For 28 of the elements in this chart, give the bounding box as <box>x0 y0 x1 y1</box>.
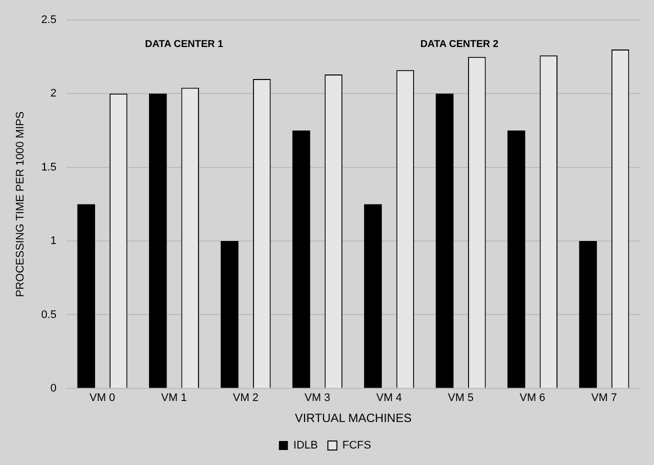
y-tick-label: 0.5 <box>41 308 56 321</box>
x-tick-label: VM 3 <box>304 392 330 404</box>
x-tick-label: VM 0 <box>89 392 116 404</box>
bar <box>149 94 167 388</box>
x-axis-title: VIRTUAL MACHINES <box>294 411 412 426</box>
legend-label: FCFS <box>342 440 372 452</box>
bar <box>436 94 454 388</box>
annotation: DATA CENTER 1 <box>145 38 224 50</box>
bar <box>579 241 597 388</box>
x-tick-label: VM 2 <box>232 392 259 404</box>
y-tick-label: 2.5 <box>41 14 56 26</box>
y-tick-label: 0 <box>50 382 56 394</box>
y-tick-label: 1 <box>50 235 56 248</box>
bar <box>292 130 310 388</box>
bar <box>220 241 238 388</box>
bar <box>77 204 96 388</box>
bar <box>364 204 382 388</box>
x-tick-label: VM 6 <box>520 392 546 404</box>
x-tick-label: VM 5 <box>448 392 474 404</box>
x-tick-label: VM 7 <box>591 392 617 404</box>
bar <box>507 130 526 388</box>
annotation: DATA CENTER 2 <box>420 38 499 50</box>
x-tick-label: VM 1 <box>161 392 187 404</box>
y-tick-label: 1.5 <box>41 161 56 174</box>
legend-label: IDLB <box>293 440 318 452</box>
y-tick-label: 2 <box>50 88 56 100</box>
y-axis-title: PROCESSING TIME PER 1000 MIPS <box>14 111 27 298</box>
x-tick-label: VM 4 <box>376 392 402 404</box>
